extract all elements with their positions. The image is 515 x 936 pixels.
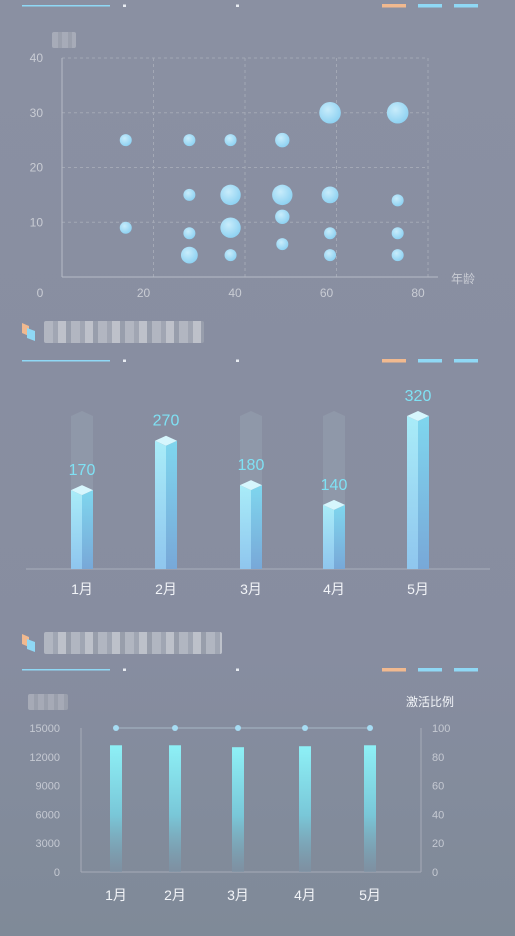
x-tick-label: 40 [228, 286, 242, 300]
section-title-redacted [44, 321, 204, 343]
section-divider [22, 667, 480, 673]
left-tick-label: 9000 [36, 781, 60, 793]
bar-front-face [71, 490, 82, 569]
left-tick-label: 6000 [36, 809, 60, 821]
bar-front-face [155, 440, 166, 569]
activation-bar [110, 745, 122, 872]
bar-side-face [334, 504, 345, 569]
scatter-point [224, 134, 237, 147]
scatter-point [119, 221, 132, 234]
x-tick-label: 0 [37, 286, 44, 300]
x-axis-label: 年龄 [451, 272, 475, 286]
left-tick-label: 12000 [29, 752, 60, 764]
x-tick-label: 20 [137, 286, 151, 300]
ratio-point [235, 725, 241, 731]
bar-value-label: 270 [153, 413, 180, 430]
scatter-point [391, 249, 404, 262]
scatter-point [324, 249, 337, 262]
bar-top-face [155, 435, 177, 446]
scatter-point [319, 101, 341, 124]
bar-chart-3d: 170 1月 270 2月 180 3月 140 4月 320 5月 [26, 388, 490, 597]
bar-value-label: 170 [69, 462, 96, 479]
y-tick-label: 30 [30, 106, 44, 120]
scatter-point [183, 227, 196, 240]
y-axis-unit-redacted [52, 32, 76, 48]
right-tick-label: 0 [432, 867, 438, 879]
bar-category-label: 1月 [71, 581, 93, 597]
activation-bar [232, 747, 244, 872]
scatter-point [224, 249, 237, 262]
y-tick-label: 20 [30, 161, 44, 175]
scatter-point [275, 132, 290, 148]
bar-side-face [82, 490, 93, 569]
section-divider [22, 358, 480, 364]
x-tick-label: 60 [320, 286, 334, 300]
left-tick-label: 0 [54, 867, 60, 879]
ratio-point [302, 725, 308, 731]
bar-value-label: 320 [405, 388, 432, 405]
left-axis-title-redacted [28, 694, 68, 710]
right-tick-label: 20 [432, 838, 444, 850]
bar-category-label: 4月 [323, 581, 345, 597]
bar-front-face [323, 504, 334, 569]
section-divider [22, 3, 480, 9]
x-category-label: 5月 [359, 887, 381, 903]
bar-value-label: 180 [238, 457, 265, 474]
scatter-point [183, 188, 196, 201]
ratio-point [172, 725, 178, 731]
bar-front-face [240, 485, 251, 569]
scatter-point [391, 227, 404, 240]
scatter-point [386, 101, 409, 124]
bar-top-face [323, 499, 345, 510]
scatter-point [220, 217, 241, 238]
scatter-point [272, 184, 293, 206]
activation-bar [364, 745, 376, 872]
left-tick-label: 15000 [29, 723, 60, 735]
scatter-point [183, 134, 196, 147]
activation-bar [169, 745, 181, 872]
dual-axis-chart: 激活比例 0 3000 6000 9000 12000 15000 0 20 40 60 80 100 1… [29, 695, 454, 903]
scatter-point [276, 238, 289, 251]
x-category-label: 1月 [105, 887, 127, 903]
scatter-point [321, 186, 339, 204]
scatter-point [220, 184, 241, 206]
bar-top-face [71, 485, 93, 496]
section-title-redacted [44, 632, 222, 654]
bar-side-face [418, 416, 429, 569]
x-category-label: 2月 [164, 887, 186, 903]
bar-top-face [407, 411, 429, 421]
scatter-chart: 10 20 30 40 0 20 40 60 80 年龄 [30, 51, 475, 300]
bar-category-label: 2月 [155, 581, 177, 597]
section-title-icon [22, 323, 35, 341]
ratio-point [367, 725, 373, 731]
scatter-point [391, 194, 404, 207]
x-tick-label: 80 [411, 286, 425, 300]
bar-category-label: 5月 [407, 581, 429, 597]
bar-side-face [251, 485, 262, 569]
right-tick-label: 40 [432, 809, 444, 821]
scatter-point [119, 134, 132, 147]
x-category-label: 4月 [294, 887, 316, 903]
scatter-point [275, 209, 290, 224]
bar-category-label: 3月 [240, 581, 262, 597]
y-tick-label: 10 [30, 215, 44, 229]
scatter-point [180, 246, 198, 264]
bar-front-face [407, 416, 418, 569]
left-tick-label: 3000 [36, 838, 60, 850]
bar-top-face [240, 480, 262, 491]
right-axis-title: 激活比例 [406, 695, 454, 709]
bar-side-face [166, 440, 177, 569]
y-tick-label: 40 [30, 51, 44, 65]
bar-value-label: 140 [321, 477, 348, 494]
scatter-point [324, 227, 337, 240]
activation-bar [299, 746, 311, 872]
right-tick-label: 60 [432, 781, 444, 793]
ratio-point [113, 725, 119, 731]
x-category-label: 3月 [227, 887, 249, 903]
right-tick-label: 80 [432, 752, 444, 764]
section-title-icon [22, 634, 35, 652]
right-tick-label: 100 [432, 723, 450, 735]
